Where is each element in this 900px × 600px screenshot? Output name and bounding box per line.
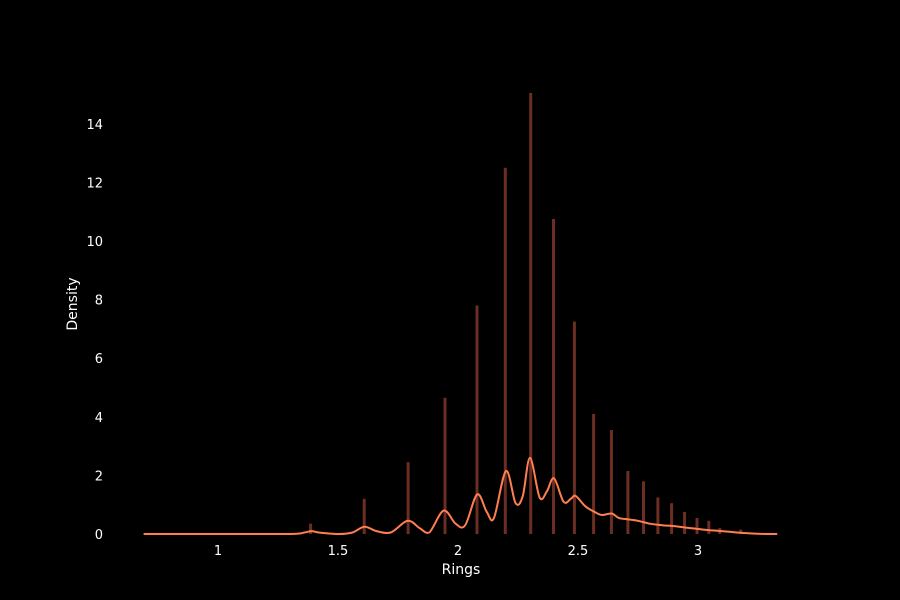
y-tick-label: 8 <box>95 294 103 309</box>
histogram-bar <box>642 481 645 534</box>
kde-curve <box>143 456 778 536</box>
histogram-bar <box>552 219 555 534</box>
x-tick-label: 2.5 <box>568 544 589 559</box>
x-axis-label: Rings <box>442 562 481 578</box>
y-tick-label: 10 <box>86 235 103 250</box>
histogram-bar <box>695 517 699 534</box>
histogram-bar <box>609 430 613 534</box>
y-axis-ticks: 0 2 4 6 8 10 12 14 <box>86 118 103 543</box>
histogram-bar <box>475 305 479 534</box>
y-tick-label: 0 <box>95 528 103 543</box>
histogram-bar <box>443 397 447 534</box>
y-tick-label: 2 <box>95 469 103 484</box>
x-tick-label: 1.5 <box>328 544 349 559</box>
histogram-bars <box>309 93 743 535</box>
y-tick-label: 12 <box>86 176 103 191</box>
histogram-bar <box>572 321 576 534</box>
x-tick-label: 1 <box>214 544 222 559</box>
y-tick-label: 14 <box>86 118 103 133</box>
histogram-bar <box>670 503 674 534</box>
histogram-bar <box>362 498 366 534</box>
x-tick-label: 3 <box>694 544 702 559</box>
histogram-bar <box>656 497 660 534</box>
x-axis-ticks: 1 1.5 2 2.5 3 <box>214 544 702 559</box>
histogram-bar <box>707 520 711 534</box>
y-axis-label: Density <box>65 277 81 330</box>
histogram-bar <box>309 523 313 534</box>
histogram-bar <box>503 167 507 535</box>
histogram-bar <box>683 512 687 534</box>
y-tick-label: 4 <box>95 411 103 426</box>
histogram-bar <box>406 462 410 534</box>
histogram-bar <box>529 93 533 534</box>
histogram-bar <box>626 471 630 534</box>
x-tick-label: 2 <box>454 544 462 559</box>
histogram-bar <box>592 413 596 534</box>
y-tick-label: 6 <box>95 352 103 367</box>
